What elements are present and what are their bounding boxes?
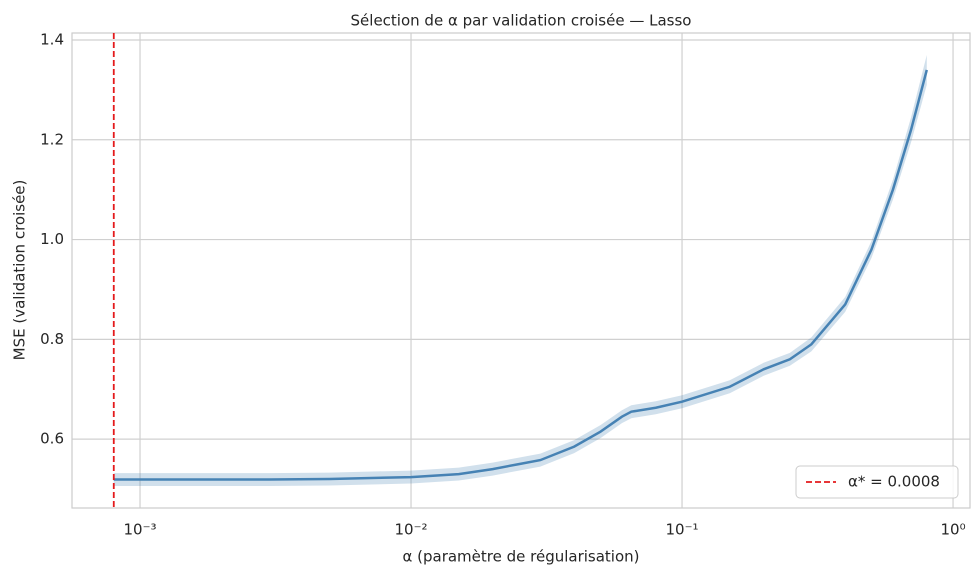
y-tick-label: 1.2 xyxy=(40,130,64,148)
legend-label: α* = 0.0008 xyxy=(848,473,940,491)
cv-line xyxy=(113,69,928,481)
y-tick-label: 0.6 xyxy=(40,430,64,448)
chart-title: Sélection de α par validation croisée — … xyxy=(351,12,692,30)
x-tick-label: 10⁻³ xyxy=(124,521,157,539)
x-axis-label: α (paramètre de régularisation) xyxy=(402,548,639,566)
y-tick-label: 1.4 xyxy=(40,30,64,48)
x-tick-label: 10⁰ xyxy=(940,521,965,539)
y-tick-label: 1.0 xyxy=(40,230,64,248)
y-tick-label: 0.8 xyxy=(40,330,64,348)
x-tick-label: 10⁻² xyxy=(395,521,428,539)
plot-frame xyxy=(71,32,971,509)
x-tick-label: 10⁻¹ xyxy=(666,521,699,539)
confidence-band xyxy=(113,54,927,487)
legend-box xyxy=(795,465,959,499)
y-axis-label: MSE (validation croisée) xyxy=(11,180,29,361)
